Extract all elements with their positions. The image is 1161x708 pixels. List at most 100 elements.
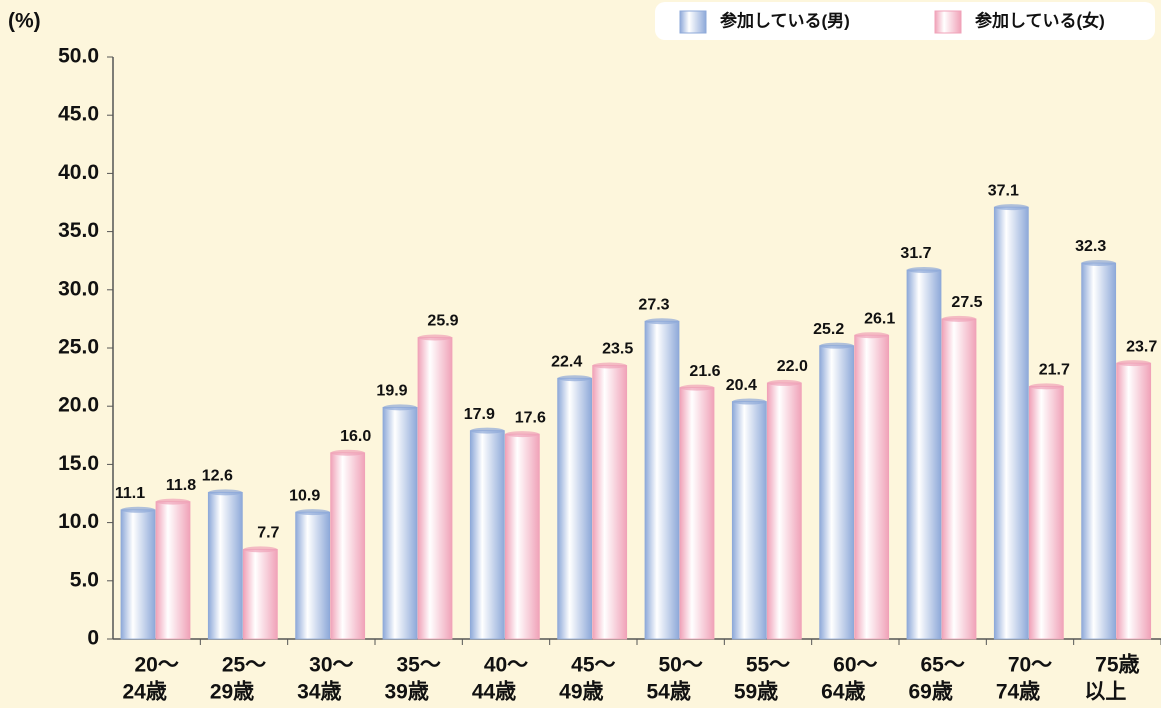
value-label: 37.1 (988, 182, 1019, 199)
y-tick-label: 35.0 (58, 219, 99, 242)
bar (295, 511, 331, 640)
y-tick-label: 20.0 (58, 394, 99, 417)
bar (1028, 386, 1064, 640)
value-label: 11.8 (166, 477, 196, 494)
y-tick-label: 0 (87, 627, 99, 650)
bar (469, 430, 505, 640)
x-tick-label: 64歳 (821, 681, 865, 704)
bar (854, 334, 890, 640)
legend-box (655, 2, 1155, 40)
x-tick-label: 65〜 (920, 654, 964, 677)
x-tick-label: 29歳 (210, 681, 254, 704)
value-label: 27.3 (638, 296, 669, 313)
bar-cap (208, 489, 243, 496)
y-tick-label: 5.0 (70, 568, 99, 591)
x-tick-label: 34歳 (297, 681, 341, 704)
bar-cap (942, 315, 976, 322)
value-label: 19.9 (376, 383, 407, 400)
value-label: 22.4 (551, 353, 582, 370)
x-tick-label: 54歳 (646, 681, 690, 704)
x-tick-label: 24歳 (122, 681, 166, 704)
value-label: 17.6 (515, 409, 546, 426)
bar-cap (156, 498, 190, 505)
bar-cap (767, 379, 802, 386)
x-tick-label: 49歳 (559, 681, 603, 704)
bar-cap (505, 431, 540, 438)
value-label: 22.0 (777, 358, 808, 375)
bar (941, 318, 977, 640)
bar (906, 269, 942, 640)
value-label: 23.5 (602, 341, 633, 358)
y-axis-label: (%) (8, 10, 41, 33)
x-tick-label: 60〜 (833, 654, 877, 677)
bar-cap (819, 342, 854, 349)
legend-label: 参加している(女) (975, 10, 1105, 30)
value-label: 17.9 (464, 406, 495, 423)
value-label: 27.5 (951, 294, 982, 311)
x-tick-label: 35〜 (396, 654, 440, 677)
bar (993, 206, 1029, 640)
value-label: 31.7 (900, 245, 931, 262)
y-tick-label: 30.0 (58, 277, 99, 300)
x-tick-label: 44歳 (472, 681, 516, 704)
x-tick-label: 40〜 (484, 654, 528, 677)
value-label: 20.4 (726, 377, 757, 394)
bar (242, 548, 278, 640)
value-label: 21.6 (689, 363, 720, 380)
y-tick-label: 40.0 (58, 161, 99, 184)
bar-cap (732, 398, 767, 405)
bar-cap (1116, 360, 1151, 367)
bar (417, 337, 453, 640)
bar (382, 406, 418, 640)
bar-cap (592, 362, 627, 369)
x-tick-label: 74歳 (996, 681, 1040, 704)
bar (766, 382, 802, 640)
x-tick-label: 69歳 (908, 681, 952, 704)
bar (207, 491, 243, 640)
bar-cap (383, 404, 417, 411)
bar (557, 377, 593, 640)
value-label: 25.2 (813, 321, 844, 338)
y-tick-label: 50.0 (58, 45, 99, 68)
bar-cap (557, 375, 592, 382)
x-tick-label: 25〜 (222, 654, 266, 677)
bar (1081, 262, 1117, 640)
bar (155, 501, 191, 640)
bar (592, 365, 628, 640)
x-tick-label: 59歳 (734, 681, 778, 704)
value-label: 25.9 (427, 313, 458, 330)
y-tick-label: 25.0 (58, 336, 99, 359)
x-tick-label: 50〜 (658, 654, 702, 677)
value-label: 7.7 (257, 525, 279, 542)
bar-cap (680, 384, 714, 391)
x-tick-label: 39歳 (384, 681, 428, 704)
bar (504, 433, 540, 640)
bar-cap (994, 204, 1029, 211)
bar-cap (645, 318, 679, 325)
value-label: 10.9 (289, 487, 320, 504)
bar-cap (243, 546, 278, 553)
bar-cap (121, 506, 155, 513)
legend-label: 参加している(男) (720, 10, 850, 30)
bar (679, 387, 715, 640)
value-label: 23.7 (1126, 338, 1157, 355)
y-tick-label: 15.0 (58, 452, 99, 475)
bar (644, 320, 680, 640)
bar-cap (907, 267, 941, 274)
x-tick-label: 70〜 (1008, 654, 1052, 677)
bar-cap (418, 334, 452, 341)
value-label: 12.6 (202, 468, 233, 485)
bar-cap (1081, 260, 1116, 267)
value-label: 16.0 (340, 428, 371, 445)
legend-swatch (934, 10, 962, 34)
legend-swatch (679, 10, 707, 34)
bar (1116, 362, 1152, 640)
x-tick-label: 30〜 (309, 654, 353, 677)
x-tick-label: 75歳 (1095, 654, 1139, 677)
bar-cap (470, 427, 505, 434)
bar-cap (854, 332, 889, 339)
value-label: 11.1 (115, 485, 145, 502)
x-tick-label: 以上 (1084, 681, 1126, 704)
bar (819, 345, 855, 640)
